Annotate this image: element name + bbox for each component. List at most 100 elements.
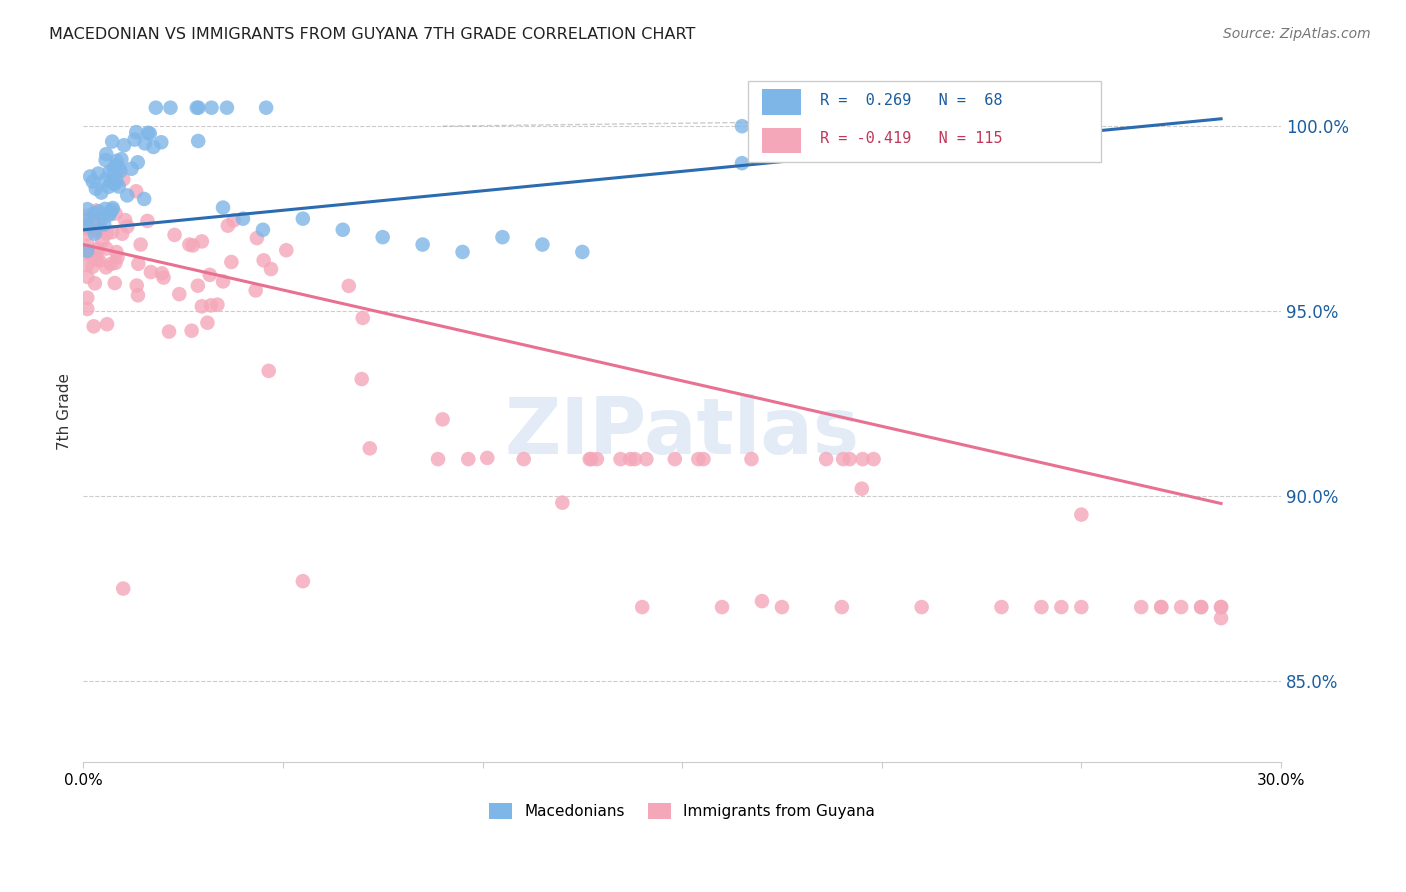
Point (531, 237, 554, 252)
Point (89, 217, 111, 231)
Point (127, 155, 149, 169)
Point (451, 244, 474, 259)
Point (624, 452, 647, 467)
Point (76, 221, 98, 235)
Point (91, 234, 114, 248)
Point (838, 452, 860, 467)
Point (740, 452, 762, 467)
Point (139, 265, 162, 279)
Point (76, 291, 98, 305)
Point (731, 119, 754, 133)
Point (163, 227, 186, 242)
Point (221, 255, 243, 269)
Point (93, 218, 115, 232)
Point (1209, 600, 1232, 615)
Point (76, 227, 98, 241)
Point (1050, 600, 1073, 615)
Point (91, 211, 114, 226)
Point (990, 600, 1012, 615)
Point (491, 230, 513, 244)
Point (105, 174, 128, 188)
Point (107, 179, 129, 194)
Point (77, 247, 100, 261)
Point (412, 237, 434, 252)
Point (105, 245, 128, 260)
Point (107, 161, 129, 176)
Point (851, 482, 873, 496)
Point (145, 101, 167, 115)
Point (180, 324, 202, 338)
Point (104, 276, 127, 290)
Point (82, 260, 104, 274)
Point (83, 319, 105, 334)
Point (94, 260, 117, 275)
Point (432, 412, 454, 426)
Point (112, 582, 135, 596)
Point (101, 201, 124, 215)
Point (222, 213, 245, 227)
Point (200, 298, 222, 312)
Point (107, 251, 129, 265)
Point (127, 257, 149, 271)
Point (104, 256, 127, 270)
Point (117, 219, 139, 234)
Point (76, 219, 98, 233)
Point (125, 278, 148, 293)
Point (76, 212, 98, 227)
Point (832, 452, 855, 467)
FancyBboxPatch shape (748, 80, 1101, 161)
Point (187, 101, 209, 115)
Point (187, 278, 209, 293)
Point (852, 452, 875, 467)
Point (254, 101, 277, 115)
Point (125, 125, 148, 139)
Point (291, 211, 314, 226)
Point (427, 452, 450, 467)
Point (831, 600, 853, 615)
Point (134, 136, 156, 151)
Point (609, 452, 631, 467)
Point (98, 208, 121, 222)
Point (96, 227, 118, 241)
Point (688, 452, 710, 467)
Text: Source: ZipAtlas.com: Source: ZipAtlas.com (1223, 27, 1371, 41)
Point (125, 184, 148, 198)
Point (136, 126, 159, 140)
Text: MACEDONIAN VS IMMIGRANTS FROM GUYANA 7TH GRADE CORRELATION CHART: MACEDONIAN VS IMMIGRANTS FROM GUYANA 7TH… (49, 27, 696, 42)
Point (579, 452, 602, 467)
Point (136, 214, 159, 228)
Point (181, 238, 204, 252)
Point (101, 225, 124, 239)
Point (87, 223, 110, 237)
Point (142, 140, 165, 154)
Point (101, 202, 124, 217)
Y-axis label: 7th Grade: 7th Grade (58, 373, 72, 450)
Point (350, 372, 373, 386)
Point (97, 179, 120, 194)
Point (815, 452, 838, 467)
Point (111, 227, 134, 241)
Point (212, 274, 235, 288)
Point (76, 209, 98, 223)
Point (186, 101, 208, 115)
Point (276, 244, 298, 258)
Point (1170, 600, 1192, 615)
Point (1189, 600, 1212, 615)
Point (110, 164, 132, 178)
Text: R =  0.269   N =  68: R = 0.269 N = 68 (820, 93, 1002, 108)
Point (711, 600, 734, 615)
Point (631, 600, 654, 615)
Point (636, 452, 658, 467)
Point (770, 600, 793, 615)
Point (1070, 600, 1092, 615)
Text: ZIPatlas: ZIPatlas (505, 394, 859, 470)
Point (1189, 600, 1212, 615)
Point (157, 325, 180, 339)
Point (84, 203, 107, 218)
Point (86, 242, 108, 256)
Point (911, 600, 934, 615)
Point (77, 238, 100, 252)
Point (200, 101, 222, 115)
Point (512, 452, 534, 467)
Point (352, 310, 374, 325)
